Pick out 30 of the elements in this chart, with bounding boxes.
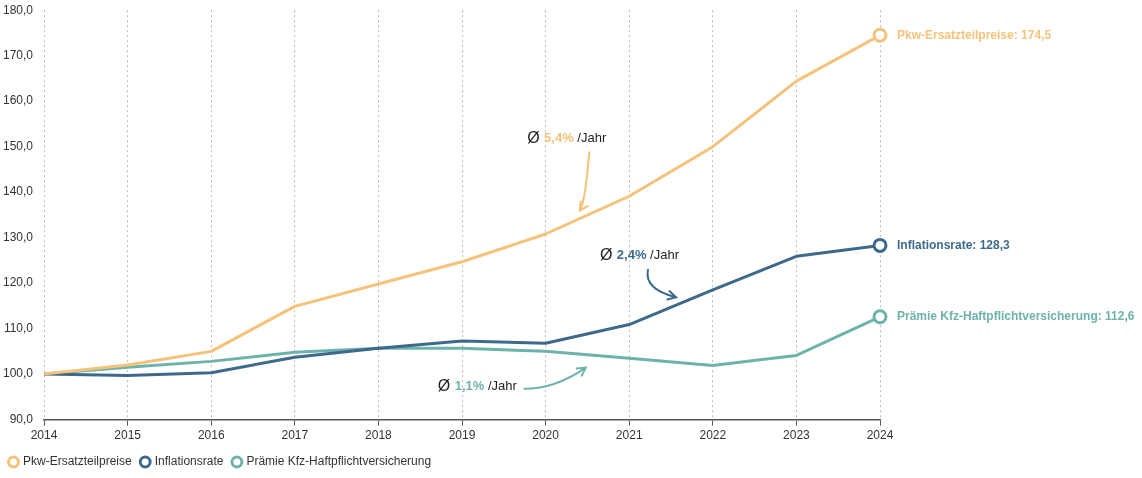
y-tick-label: 130,0: [3, 229, 34, 244]
y-tick-label: 160,0: [3, 93, 34, 108]
y-tick-label: 180,0: [3, 2, 34, 17]
text: Prämie Kfz-Haftpflichtversicherung: 112,6: [897, 309, 1135, 324]
y-tick-label: 170,0: [3, 48, 34, 62]
x-tick-label: 2023: [783, 428, 811, 443]
y-tick-label: 100,0: [3, 366, 34, 381]
legend-label: Inflationsrate: [154, 454, 224, 469]
text: Pkw-Ersatzteilpreise: 174,5: [897, 27, 1052, 42]
annotation: Ø 1,1% /Jahr: [437, 377, 518, 395]
x-tick-label: 2024: [866, 428, 894, 443]
annotation: Ø 5,4% /Jahr: [527, 128, 607, 146]
x-tick-label: 2017: [281, 428, 309, 443]
annotation: Ø 2,4% /Jahr: [599, 246, 680, 264]
x-tick-label: 2022: [699, 428, 727, 443]
x-tick-label: 2016: [197, 428, 225, 443]
x-tick-label: 2018: [365, 428, 393, 443]
y-tick-label: 120,0: [3, 275, 34, 290]
y-tick-label: 110,0: [3, 320, 34, 335]
legend-label: Prämie Kfz-Haftpflichtversicherung: [246, 454, 432, 469]
x-tick-label: 2021: [615, 428, 643, 443]
y-tick-label: 140,0: [3, 184, 34, 199]
x-tick-label: 2015: [114, 428, 142, 443]
x-tick-label: 2019: [448, 428, 476, 443]
y-tick-label: 90,0: [9, 411, 34, 426]
y-tick-label: 150,0: [3, 138, 34, 153]
x-tick-label: 2020: [532, 428, 560, 443]
legend-label: Pkw-Ersatzteilpreise: [23, 454, 133, 469]
text: Inflationsrate: 128,3: [897, 237, 1011, 252]
x-tick-label: 2014: [30, 428, 58, 443]
